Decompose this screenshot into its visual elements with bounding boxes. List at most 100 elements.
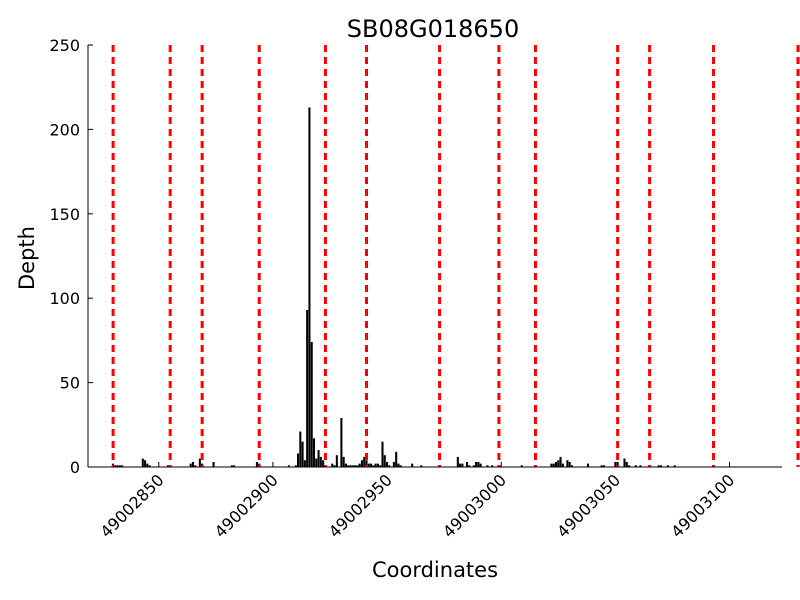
coverage-bar <box>315 458 318 467</box>
coverage-bar <box>363 456 366 467</box>
coverage-bar <box>634 465 637 467</box>
coverage-bar <box>461 463 464 467</box>
coverage-bar <box>148 465 151 467</box>
coverage-bar <box>456 456 459 467</box>
coverage-bar <box>342 456 345 467</box>
coverage-bar <box>472 465 475 467</box>
coverage-bar <box>116 465 119 467</box>
coverage-bar <box>383 455 386 467</box>
coverage-bar <box>121 465 124 467</box>
coverage-bar <box>388 465 391 467</box>
coverage-bar <box>475 461 478 467</box>
coverage-bar <box>600 465 603 467</box>
coverage-bar <box>230 465 233 467</box>
coverage-bar <box>189 463 192 467</box>
coverage-bar <box>191 461 195 467</box>
y-axis-label: Depth <box>15 226 39 290</box>
chart-title: SB08G018650 <box>347 15 519 43</box>
coverage-bar <box>520 465 523 467</box>
coverage-bar <box>319 456 322 467</box>
coverage-bar <box>317 450 320 467</box>
coverage-bar <box>333 465 336 467</box>
coverage-bar <box>392 461 395 467</box>
coverage-bar <box>459 463 462 467</box>
coverage-bar <box>374 463 377 467</box>
coverage-bar <box>354 465 357 467</box>
coverage-bar <box>550 463 553 467</box>
coverage-bar <box>376 463 379 467</box>
coverage-bar <box>623 458 626 467</box>
coverage-bar <box>141 458 144 467</box>
coverage-bar <box>411 463 414 467</box>
coverage-bar <box>340 418 343 467</box>
coverage-bar <box>356 465 359 467</box>
coverage-bar <box>659 465 663 467</box>
coverage-bar <box>166 465 169 467</box>
coverage-bar <box>301 441 304 467</box>
coverage-bar <box>212 461 215 467</box>
axes-layer: 0 50 100 150 200 250 49002850 49002900 49002950 4… <box>49 36 782 541</box>
coverage-bar <box>479 463 482 467</box>
coverage-bar <box>146 463 149 467</box>
coverage-bar <box>367 463 370 467</box>
coverage-bar <box>625 461 628 467</box>
coverage-bar <box>657 465 660 467</box>
coverage-bar <box>566 460 569 467</box>
coverage-bar <box>118 465 121 467</box>
x-tick-label: 49002850 <box>97 470 168 541</box>
coverage-bar <box>299 431 302 467</box>
coverage-bar <box>586 463 589 467</box>
coverage-bar <box>308 107 311 468</box>
coverage-bar <box>370 463 373 467</box>
coverage-bar <box>570 465 573 467</box>
coverage-bar <box>552 463 555 467</box>
bars-layer <box>112 107 676 468</box>
coverage-bar <box>347 465 350 467</box>
coverage-bar <box>287 465 290 467</box>
y-tick-label: 0 <box>70 458 80 477</box>
coverage-bar <box>628 465 631 467</box>
x-tick-label: 49003050 <box>553 470 624 541</box>
coverage-bar <box>395 451 398 467</box>
coverage-bar <box>372 465 375 467</box>
coverage-bar <box>351 465 354 467</box>
coverage-bar <box>114 465 117 467</box>
coverage-bar <box>559 456 562 467</box>
coverage-bar <box>616 461 619 467</box>
coverage-bar <box>358 463 361 467</box>
coverage-bar <box>322 460 325 467</box>
x-tick-label: 49002900 <box>211 470 282 541</box>
y-tick-label: 100 <box>49 289 80 308</box>
coverage-bar <box>379 465 382 467</box>
coverage-bar <box>297 453 300 467</box>
coverage-bar <box>477 461 480 467</box>
coverage-bar <box>397 463 400 467</box>
coverage-bar <box>255 461 258 467</box>
coverage-bar <box>360 460 363 467</box>
coverage-bar <box>294 465 297 467</box>
y-tick-label: 50 <box>60 374 80 393</box>
coverage-bar <box>349 465 352 467</box>
coverage-bar <box>331 463 334 467</box>
coverage-bar <box>381 441 384 467</box>
coverage-bar <box>365 460 368 467</box>
coverage-bar <box>144 460 147 467</box>
coverage-bar <box>639 465 642 467</box>
x-tick-label: 49002950 <box>325 470 396 541</box>
coverage-bar <box>557 460 560 467</box>
y-tick-label: 250 <box>49 36 80 55</box>
coverage-bar <box>666 465 669 467</box>
coverage-bar <box>194 465 197 467</box>
coverage-bar <box>399 465 402 467</box>
coverage-bar <box>310 342 313 467</box>
boundaries-layer <box>111 45 800 467</box>
coverage-bar <box>561 463 564 467</box>
coverage-bar <box>233 465 236 467</box>
coverage-bar <box>568 461 571 467</box>
coverage-bar <box>198 458 201 467</box>
coverage-bar <box>312 438 316 467</box>
x-axis-label: Coordinates <box>372 558 498 582</box>
coverage-bar <box>486 465 489 467</box>
coverage-bar <box>303 460 306 467</box>
